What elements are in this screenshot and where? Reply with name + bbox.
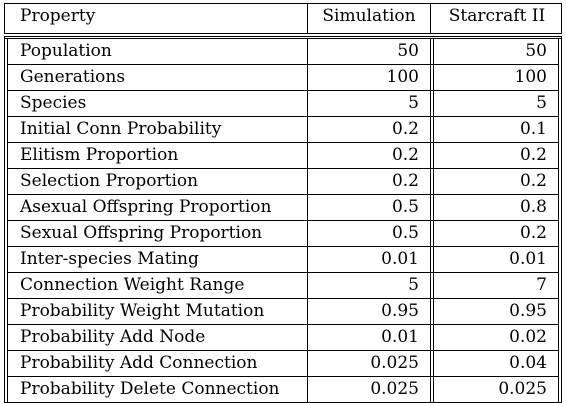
row-rule (7, 246, 559, 247)
table-cell-simulation: 0.025 (370, 379, 419, 399)
table-cell-property: Species (20, 93, 87, 113)
table-cell-property: Population (20, 41, 112, 61)
table-cell-property: Generations (20, 67, 126, 87)
table-cell-starcraft: 0.1 (519, 119, 547, 139)
row-rule (7, 376, 559, 377)
row-rule (7, 324, 559, 325)
table-cell-starcraft: 50 (525, 41, 547, 61)
table-cell-starcraft: 0.95 (509, 301, 547, 321)
header-left-rule (4, 3, 5, 34)
row-rule (7, 90, 559, 91)
header-top-rule (4, 3, 562, 4)
header-simulation: Simulation (322, 6, 416, 26)
row-rule (7, 272, 559, 273)
table-cell-simulation: 50 (397, 41, 419, 61)
table-cell-simulation: 0.2 (391, 171, 419, 191)
table-cell-simulation: 0.2 (391, 145, 419, 165)
body-top-rule-1 (4, 36, 562, 37)
table-cell-property: Probability Add Node (20, 327, 206, 347)
table-cell-simulation: 0.95 (381, 301, 419, 321)
table-cell-starcraft: 100 (514, 67, 547, 87)
body-right-rule-2 (561, 36, 562, 403)
table-cell-simulation: 0.01 (381, 327, 419, 347)
header-divider-1 (307, 3, 308, 34)
table-cell-property: Probability Add Connection (20, 353, 258, 373)
table-cell-starcraft: 5 (536, 93, 547, 113)
row-rule (7, 116, 559, 117)
table-cell-starcraft: 0.8 (519, 197, 547, 217)
table-cell-starcraft: 0.01 (509, 249, 547, 269)
header-bottom-rule (4, 33, 562, 34)
table-cell-simulation: 0.025 (370, 353, 419, 373)
table-cell-property: Selection Proportion (20, 171, 199, 191)
header-property: Property (20, 6, 96, 26)
table-cell-simulation: 5 (408, 275, 419, 295)
row-rule (7, 298, 559, 299)
table-cell-property: Inter-species Mating (20, 249, 199, 269)
table-cell-property: Probability Weight Mutation (20, 301, 265, 321)
row-rule (7, 168, 559, 169)
header-divider-2 (430, 3, 431, 34)
table-cell-simulation: 0.2 (391, 119, 419, 139)
table-cell-simulation: 5 (408, 93, 419, 113)
header-starcraft: Starcraft II (448, 6, 546, 26)
table-cell-simulation: 0.5 (391, 197, 419, 217)
table-cell-starcraft: 0.2 (519, 223, 547, 243)
table-cell-property: Probability Delete Connection (20, 379, 280, 399)
row-rule (7, 220, 559, 221)
table-cell-starcraft: 0.2 (519, 145, 547, 165)
table-cell-property: Initial Conn Probability (20, 119, 222, 139)
table-cell-starcraft: 0.2 (519, 171, 547, 191)
header-right-rule (561, 3, 562, 34)
body-left-rule-1 (4, 36, 5, 403)
table-cell-starcraft: 7 (536, 275, 547, 295)
table-cell-property: Asexual Offspring Proportion (20, 197, 272, 217)
table-cell-starcraft: 0.025 (498, 379, 547, 399)
table-cell-simulation: 100 (386, 67, 419, 87)
row-rule (7, 350, 559, 351)
table-cell-starcraft: 0.02 (509, 327, 547, 347)
row-rule (7, 194, 559, 195)
table-cell-starcraft: 0.04 (509, 353, 547, 373)
table-cell-property: Sexual Offspring Proportion (20, 223, 263, 243)
table-cell-simulation: 0.01 (381, 249, 419, 269)
row-rule (7, 142, 559, 143)
body-top-rule-2 (4, 38, 562, 39)
row-rule (7, 64, 559, 65)
table-cell-property: Elitism Proportion (20, 145, 179, 165)
table-cell-simulation: 0.5 (391, 223, 419, 243)
table-cell-property: Connection Weight Range (20, 275, 245, 295)
